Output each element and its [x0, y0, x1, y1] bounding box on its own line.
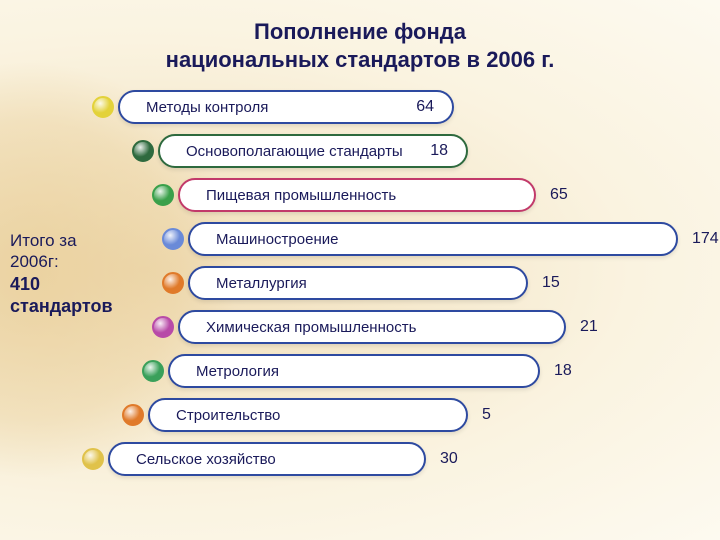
bar-value: 18: [430, 142, 448, 160]
bar-value: 15: [542, 274, 560, 292]
bar-row: Сельское хозяйство 30: [0, 442, 720, 476]
category-dot-icon: [142, 360, 164, 382]
bar: Сельское хозяйство30: [108, 442, 426, 476]
bar: Металлургия15: [188, 266, 528, 300]
bar: Химическая промышленность21: [178, 310, 566, 344]
bar-row: Строительство 5: [0, 398, 720, 432]
bar-label: Метрология: [196, 363, 279, 380]
bar-value: 65: [550, 186, 568, 204]
bar-row: Методы контроля 64: [0, 90, 720, 124]
category-dot-icon: [132, 140, 154, 162]
bar-label: Машиностроение: [216, 231, 338, 248]
bar-label: Пищевая промышленность: [206, 187, 396, 204]
category-dot-icon: [82, 448, 104, 470]
bar-label: Сельское хозяйство: [136, 451, 276, 468]
bar: Машиностроение174: [188, 222, 678, 256]
bar: Методы контроля 64: [118, 90, 454, 124]
title-line-2: национальных стандартов в 2006 г.: [40, 46, 680, 74]
bar-value: 64: [416, 98, 434, 116]
category-dot-icon: [162, 272, 184, 294]
bar-row: Металлургия 15: [0, 266, 720, 300]
bar: Строительство5: [148, 398, 468, 432]
bar-row: Основополагающие стандарты 18: [0, 134, 720, 168]
bar-row: Метрология 18: [0, 354, 720, 388]
category-dot-icon: [162, 228, 184, 250]
bar: Метрология18: [168, 354, 540, 388]
category-dot-icon: [92, 96, 114, 118]
bar-row: Пищевая промышленность 65: [0, 178, 720, 212]
bar-value: 174: [692, 230, 719, 248]
bar-row: Химическая промышленность 21: [0, 310, 720, 344]
bar-value: 30: [440, 450, 458, 468]
bar-label: Металлургия: [216, 275, 307, 292]
bar-row: Машиностроение 174: [0, 222, 720, 256]
bar-label: Строительство: [176, 407, 280, 424]
bar-label: Методы контроля: [146, 99, 268, 116]
title-line-1: Пополнение фонда: [40, 18, 680, 46]
category-dot-icon: [122, 404, 144, 426]
bar-chart: Методы контроля 64 Основополагающие станда…: [0, 90, 720, 530]
category-dot-icon: [152, 316, 174, 338]
category-dot-icon: [152, 184, 174, 206]
bar-value: 21: [580, 318, 598, 336]
bar-label: Химическая промышленность: [206, 319, 416, 336]
bar-value: 18: [554, 362, 572, 380]
bar: Пищевая промышленность65: [178, 178, 536, 212]
page-title: Пополнение фонда национальных стандартов…: [0, 0, 720, 83]
bar-value: 5: [482, 406, 491, 424]
bar: Основополагающие стандарты 18: [158, 134, 468, 168]
bar-label: Основополагающие стандарты: [186, 143, 403, 160]
